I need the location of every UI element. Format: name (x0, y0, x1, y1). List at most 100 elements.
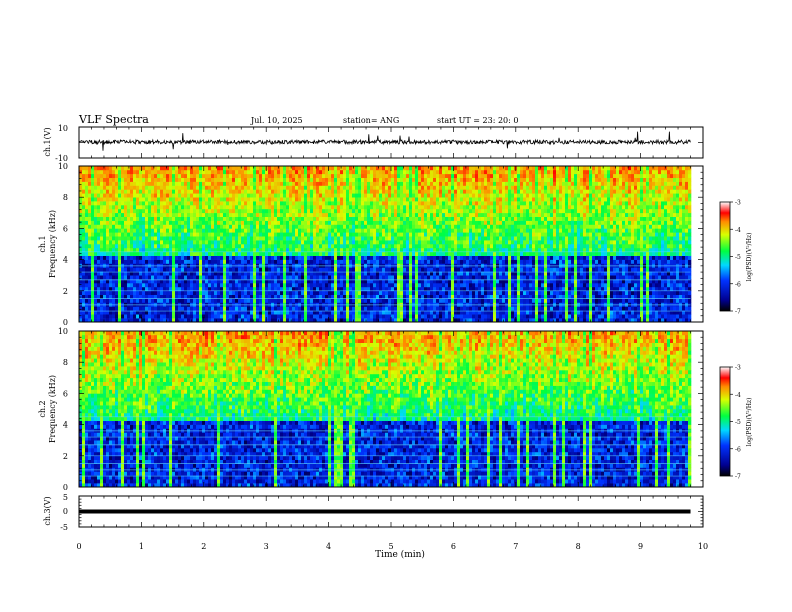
spectrogram-cell (163, 283, 167, 288)
spectrogram-cell (394, 216, 398, 221)
spectrogram-cell (160, 310, 164, 315)
spectrogram-cell (253, 228, 257, 233)
spectrogram-cell (328, 197, 332, 202)
spectrogram-cell (259, 201, 263, 206)
spectrogram-cell (307, 169, 311, 175)
spectrogram-cell (397, 216, 401, 221)
spectrogram-cell (82, 173, 86, 178)
spectrogram-cell (370, 181, 374, 186)
spectrogram-cell (133, 255, 137, 260)
spectrogram-cell (265, 208, 269, 214)
spectrogram-cell (145, 185, 149, 190)
spectrogram-cell (358, 275, 362, 280)
spectrogram-cell (97, 267, 101, 272)
spectrogram-cell (247, 275, 251, 280)
spectrogram-cell (325, 247, 329, 253)
spectrogram-cell (202, 271, 206, 276)
spectrogram-cell (142, 185, 146, 190)
spectrogram-cell (172, 306, 176, 311)
spectrogram-cell (436, 224, 440, 229)
spectrogram-cell (271, 205, 275, 210)
spectrogram-cell (97, 166, 101, 171)
spectrogram-cell (208, 283, 212, 288)
spectrogram-cell (223, 189, 227, 194)
spectrogram-cell (364, 294, 368, 299)
spectrogram-cell (268, 251, 272, 256)
spectrogram-cell (379, 173, 383, 178)
spectrogram-cell (157, 212, 161, 217)
spectrogram-cell (145, 166, 149, 171)
spectrogram-cell (112, 177, 116, 182)
spectrogram-cell (415, 286, 419, 292)
spectrogram-cell (265, 279, 269, 284)
spectrogram-cell (124, 259, 128, 264)
spectrogram-cell (346, 169, 350, 175)
spectrogram-cell (361, 286, 365, 292)
spectrogram-cell (325, 212, 329, 217)
spectrogram-cell (79, 247, 83, 253)
spectrogram-cell (295, 197, 299, 202)
spectrogram-cell (283, 314, 287, 319)
spectrogram-cell (274, 294, 278, 299)
spectrogram-cell (151, 283, 155, 288)
spectrogram-cell (439, 189, 443, 194)
spectrogram-cell (202, 259, 206, 264)
spectrogram-cell (109, 306, 113, 311)
spectrogram-cell (304, 224, 308, 229)
spectrogram-cell (268, 290, 272, 295)
spectrogram-cell (205, 314, 209, 319)
spectrogram-cell (115, 259, 119, 264)
spectrogram-cell (124, 279, 128, 284)
spectrogram-cell (256, 267, 260, 272)
spectrogram-cell (154, 310, 158, 315)
spectrogram-cell (151, 166, 155, 171)
spectrogram-cell (109, 283, 113, 288)
spectrogram-cell (112, 275, 116, 280)
spectrogram-cell (79, 166, 83, 171)
spectrogram-cell (127, 224, 131, 229)
spectrogram-cell (172, 177, 176, 182)
spectrogram-cell (376, 271, 380, 276)
spectrogram-cell (106, 224, 110, 229)
spectrogram-cell (193, 318, 197, 323)
spectrogram-cell (442, 251, 446, 256)
spectrogram-cell (82, 208, 86, 214)
spectrogram-cell (121, 279, 125, 284)
spectrogram-cell (400, 193, 404, 198)
spectrogram-cell (166, 236, 170, 241)
spectrogram-cell (250, 306, 254, 311)
spectrogram-cell (310, 275, 314, 280)
spectrogram-cell (271, 275, 275, 280)
spectrogram-cell (307, 318, 311, 323)
spectrogram-cell (280, 306, 284, 311)
spectrogram-cell (157, 232, 161, 237)
spectrogram-cell (166, 275, 170, 280)
spectrogram-cell (385, 267, 389, 272)
spectrogram-cell (223, 314, 227, 319)
spectrogram-cell (166, 314, 170, 319)
spectrogram-cell (286, 290, 290, 295)
spectrogram-cell (367, 201, 371, 206)
spectrogram-cell (409, 251, 413, 256)
spectrogram-cell (148, 185, 152, 190)
spectrogram-cell (112, 189, 116, 194)
spectrogram-cell (355, 283, 359, 288)
spectrogram-cell (91, 255, 95, 260)
spectrogram-cell (382, 166, 386, 171)
spectrogram-cell (238, 247, 242, 253)
spectrogram-cell (298, 181, 302, 186)
spectrogram-cell (172, 189, 176, 194)
spectrogram-cell (388, 193, 392, 198)
spectrogram-cell (244, 271, 248, 276)
spectrogram-cell (145, 205, 149, 210)
spectrogram-cell (256, 279, 260, 284)
spectrogram-cell (223, 193, 227, 198)
spectrogram-cell (193, 177, 197, 182)
spectrogram-cell (181, 208, 185, 214)
spectrogram-cell (103, 267, 107, 272)
spectrogram-cell (442, 267, 446, 272)
spectrogram-cell (241, 228, 245, 233)
spectrogram-cell (364, 173, 368, 178)
spectrogram-cell (442, 259, 446, 264)
spectrogram-cell (262, 244, 266, 249)
